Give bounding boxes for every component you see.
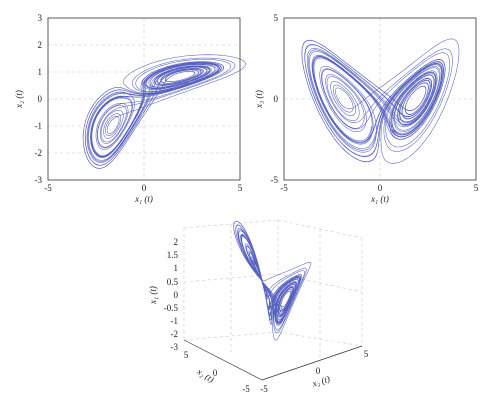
- panel1-yticks: 3 2 1 0 -1 -2 -3: [35, 13, 43, 185]
- xtick: 5: [238, 183, 243, 193]
- ytick: 1: [38, 67, 43, 77]
- xtick: -5: [44, 183, 52, 193]
- panel1-xlabel: x₁ (t): [134, 194, 153, 204]
- ztick: -0.5: [164, 303, 179, 313]
- panel2-yticks: 5 0 -5: [271, 13, 279, 185]
- ztick: -2: [171, 329, 179, 339]
- panel2-xticks: -5 0 5: [280, 183, 479, 193]
- panel-x1-x3: 5 0 -5 -5 0 5 x₁ (t) x₃ (t): [254, 13, 479, 204]
- panel3-trajectory: [233, 220, 312, 341]
- panel1-trajectory: [82, 54, 246, 169]
- panel2-grid: [284, 18, 476, 180]
- panel3-zlabel: x₁ (t): [148, 286, 158, 305]
- ytick: -5: [271, 175, 279, 185]
- panel-3d: 2 1.5 1 0.5 0 -0.5 -1 -2 -3 5 0 -5 -5 0 …: [148, 219, 369, 394]
- panel3-zticks: 2 1.5 1 0.5 0 -0.5 -1 -2 -3: [164, 237, 179, 352]
- ytick: 0: [274, 94, 279, 104]
- panel2-ylabel: x₃ (t): [254, 90, 264, 109]
- ztick: 2: [174, 237, 179, 247]
- panel-x1-x2: 3 2 1 0 -1 -2 -3 -5 0 5 x₁ (t) x₂ (t): [14, 13, 246, 204]
- ytick: -5: [242, 384, 250, 394]
- ytick: 5: [184, 350, 189, 360]
- ytick: -1: [35, 121, 43, 131]
- panel1-ylabel: x₂ (t): [14, 90, 24, 109]
- ytick: -3: [35, 175, 43, 185]
- panel2-frame: [283, 17, 477, 181]
- xtick: -5: [260, 384, 268, 394]
- panel3-xlabel: x₃ (t): [310, 374, 331, 389]
- ytick: -2: [35, 148, 43, 158]
- ztick: 0.5: [167, 277, 179, 287]
- ytick: 0: [38, 94, 43, 104]
- ztick: -1: [171, 316, 179, 326]
- ytick: 3: [38, 13, 43, 23]
- xtick: 5: [474, 183, 479, 193]
- xtick: 0: [378, 183, 383, 193]
- ztick: 0: [174, 290, 179, 300]
- xtick: 5: [364, 349, 369, 359]
- panel3-xticks: -5 0 5: [260, 349, 369, 394]
- ztick: 1: [174, 263, 179, 273]
- panel1-frame: [47, 17, 241, 181]
- xtick: -5: [280, 183, 288, 193]
- xtick: 0: [142, 183, 147, 193]
- xtick: 0: [316, 366, 321, 376]
- panel3-yticks: 5 0 -5: [184, 350, 250, 394]
- ztick: 1.5: [167, 250, 179, 260]
- panel3-box: [183, 219, 363, 381]
- ytick: 2: [38, 40, 43, 50]
- ytick: 0: [213, 368, 218, 378]
- panel2-xlabel: x₁ (t): [370, 194, 389, 204]
- panel1-xticks: -5 0 5: [44, 183, 243, 193]
- panel2-trajectory: [301, 38, 460, 164]
- ztick: -3: [171, 342, 179, 352]
- ytick: 5: [274, 13, 279, 23]
